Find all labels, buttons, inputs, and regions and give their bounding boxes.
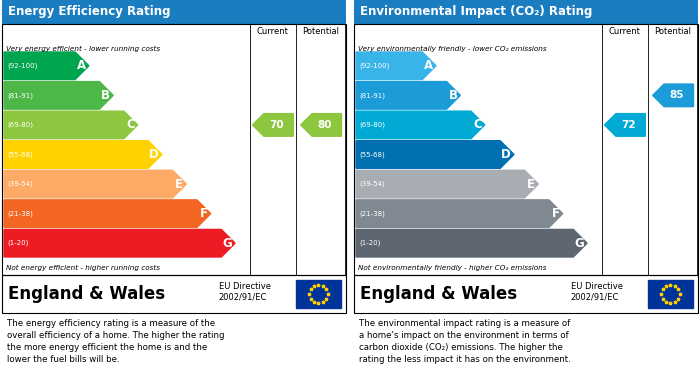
Text: England & Wales: England & Wales: [360, 285, 517, 303]
Text: 80: 80: [317, 120, 332, 130]
Text: Not environmentally friendly - higher CO₂ emissions: Not environmentally friendly - higher CO…: [358, 265, 547, 271]
Text: England & Wales: England & Wales: [8, 285, 165, 303]
Text: Not energy efficient - higher running costs: Not energy efficient - higher running co…: [6, 265, 160, 271]
Polygon shape: [4, 111, 138, 139]
Polygon shape: [4, 200, 211, 228]
Polygon shape: [4, 82, 113, 109]
Text: G: G: [574, 237, 584, 250]
Polygon shape: [356, 230, 587, 257]
Text: E: E: [527, 178, 536, 190]
Text: B: B: [449, 89, 457, 102]
Polygon shape: [356, 111, 485, 139]
Text: EU Directive
2002/91/EC: EU Directive 2002/91/EC: [570, 282, 623, 302]
Polygon shape: [605, 114, 645, 136]
Polygon shape: [652, 84, 694, 107]
Text: (69-80): (69-80): [359, 122, 385, 128]
Text: C: C: [126, 118, 134, 131]
Polygon shape: [356, 82, 461, 109]
Text: Environmental Impact (CO₂) Rating: Environmental Impact (CO₂) Rating: [360, 5, 592, 18]
Text: (92-100): (92-100): [359, 63, 389, 69]
Text: Potential: Potential: [302, 27, 340, 36]
Text: D: D: [501, 148, 511, 161]
Text: (21-38): (21-38): [359, 210, 385, 217]
Bar: [296, 280, 341, 308]
Text: B: B: [102, 89, 111, 102]
Text: F: F: [199, 207, 208, 220]
Text: Potential: Potential: [654, 27, 692, 36]
Polygon shape: [253, 114, 293, 136]
Text: (55-68): (55-68): [7, 151, 33, 158]
Text: 70: 70: [269, 120, 284, 130]
Text: A: A: [424, 59, 433, 72]
Polygon shape: [300, 114, 342, 136]
Polygon shape: [356, 52, 436, 80]
Text: The energy efficiency rating is a measure of the
overall efficiency of a home. T: The energy efficiency rating is a measur…: [7, 319, 225, 364]
Text: EU Directive
2002/91/EC: EU Directive 2002/91/EC: [218, 282, 271, 302]
Polygon shape: [4, 230, 235, 257]
Text: (1-20): (1-20): [7, 240, 29, 246]
Text: (69-80): (69-80): [7, 122, 33, 128]
Text: E: E: [176, 178, 183, 190]
Text: 72: 72: [621, 120, 636, 130]
Text: 85: 85: [669, 90, 684, 100]
Text: Energy Efficiency Rating: Energy Efficiency Rating: [8, 5, 171, 18]
Text: (55-68): (55-68): [359, 151, 385, 158]
Polygon shape: [4, 52, 89, 80]
Text: (92-100): (92-100): [7, 63, 37, 69]
Text: Very environmentally friendly - lower CO₂ emissions: Very environmentally friendly - lower CO…: [358, 46, 547, 52]
Text: (21-38): (21-38): [7, 210, 33, 217]
Polygon shape: [356, 141, 514, 168]
Polygon shape: [4, 141, 162, 168]
Polygon shape: [4, 170, 186, 198]
Text: F: F: [552, 207, 560, 220]
Text: Current: Current: [609, 27, 640, 36]
Text: (1-20): (1-20): [359, 240, 380, 246]
Text: G: G: [223, 237, 232, 250]
Text: Current: Current: [257, 27, 289, 36]
Bar: [648, 280, 693, 308]
Polygon shape: [356, 200, 563, 228]
Text: A: A: [77, 59, 86, 72]
Text: (39-54): (39-54): [359, 181, 385, 187]
Text: (81-91): (81-91): [7, 92, 33, 99]
Text: (81-91): (81-91): [359, 92, 385, 99]
Text: Very energy efficient - lower running costs: Very energy efficient - lower running co…: [6, 46, 160, 52]
Polygon shape: [356, 170, 538, 198]
Text: C: C: [473, 118, 482, 131]
Text: (39-54): (39-54): [7, 181, 33, 187]
Text: The environmental impact rating is a measure of
a home's impact on the environme: The environmental impact rating is a mea…: [359, 319, 570, 364]
Text: D: D: [149, 148, 159, 161]
